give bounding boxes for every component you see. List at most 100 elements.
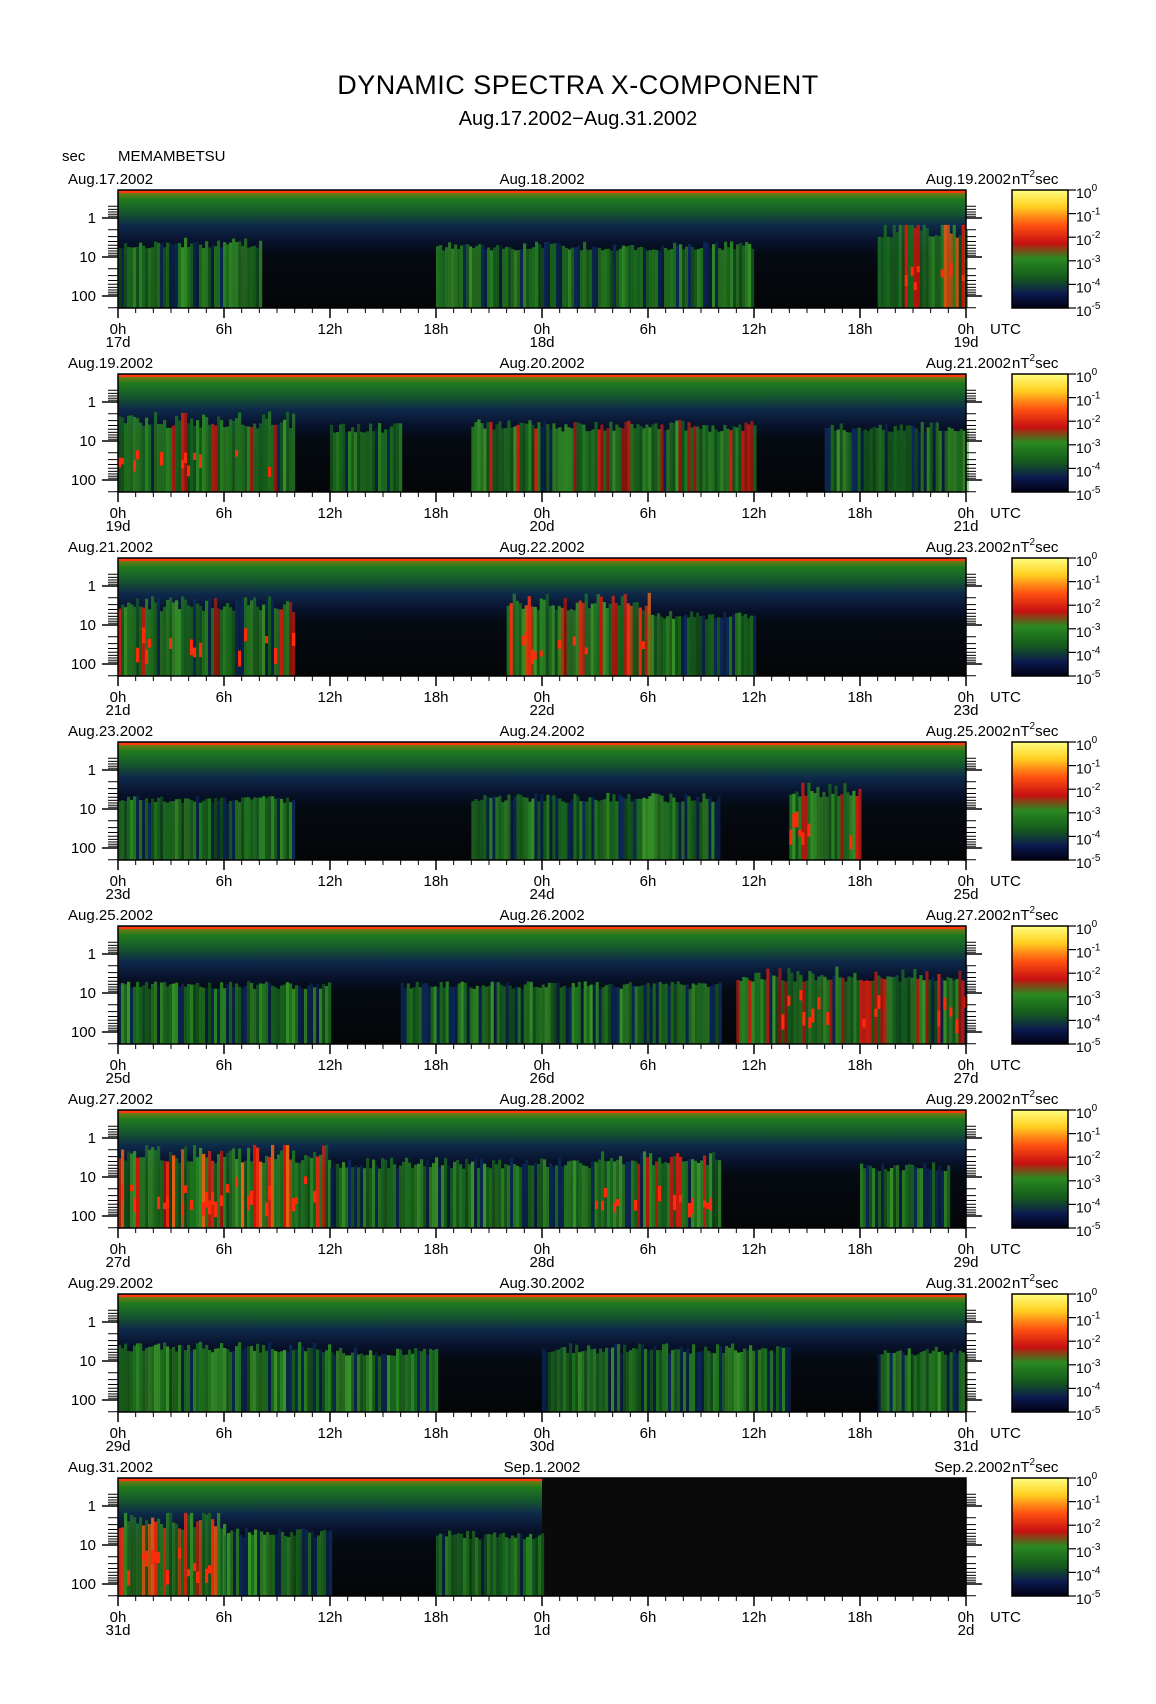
activity-burst [824, 421, 969, 492]
colorbar-tick-label: 10-4 [1076, 1013, 1101, 1031]
activity-burst [789, 782, 862, 860]
spectrum-panel: Aug.31.2002 Sep.1.2002 Sep.2.2002 nT2sec 1 10… [68, 1457, 1101, 1639]
colorbar-tick-label: 10-2 [1076, 782, 1101, 800]
x-tick-label: 0h [958, 1057, 975, 1074]
x-tick-label: 0h [110, 505, 127, 522]
y-tick-label: 10 [79, 801, 96, 818]
colorbar-tick-label: 100 [1076, 551, 1098, 569]
colorbar: 100 10-1 10-2 10-3 10-4 10-5 [1011, 551, 1101, 687]
panel-date-right: Aug.25.2002 [926, 723, 1011, 740]
x-tick-label: 0h [110, 873, 127, 890]
colorbar-unit: nT2sec [1012, 1457, 1059, 1476]
x-tick-label: 0h [958, 689, 975, 706]
spectrum-panel: Aug.27.2002 Aug.28.2002 Aug.29.2002 nT2sec1… [68, 1089, 1101, 1271]
x-tick-label: 6h [216, 321, 233, 338]
panel-date-mid: Aug.28.2002 [499, 1091, 584, 1108]
x-tick-label: 12h [317, 1057, 342, 1074]
colorbar-tick-label: 10-5 [1076, 853, 1101, 871]
x-tick-label: 12h [317, 1425, 342, 1442]
y-tick-label: 10 [79, 617, 96, 634]
chart-title: DYNAMIC SPECTRA X-COMPONENT [337, 70, 819, 100]
y-tick-label: 10 [79, 433, 96, 450]
y-tick-label: 100 [71, 1392, 96, 1409]
day-label: 27d [105, 1254, 130, 1271]
colorbar-unit: nT2sec [1012, 1273, 1059, 1292]
panel-date-right: Sep.2.2002 [934, 1459, 1011, 1476]
y-tick-label: 1 [88, 578, 96, 595]
colorbar: 100 10-1 10-2 10-3 10-4 10-5 [1011, 183, 1101, 319]
panel-date-mid: Aug.18.2002 [499, 171, 584, 188]
x-tick-label: 6h [640, 873, 657, 890]
colorbar-tick-label: 10-2 [1076, 1150, 1101, 1168]
panel-date-right: Aug.23.2002 [926, 539, 1011, 556]
colorbar-tick-label: 10-5 [1076, 1037, 1101, 1055]
colorbar-tick-label: 10-3 [1076, 806, 1101, 824]
x-tick-label: 6h [640, 505, 657, 522]
x-tick-label: 12h [317, 873, 342, 890]
x-tick-label: 18h [847, 873, 872, 890]
x-tick-label: 0h [534, 321, 551, 338]
colorbar: 100 10-1 10-2 10-3 10-4 10-5 [1011, 1471, 1101, 1607]
panel-date-mid: Sep.1.2002 [504, 1459, 581, 1476]
x-tick-label: 18h [423, 321, 448, 338]
colorbar-tick-label: 10-2 [1076, 414, 1101, 432]
colorbar-unit: nT2sec [1012, 905, 1059, 924]
y-tick-label: 100 [71, 288, 96, 305]
x-tick-label: 18h [847, 1241, 872, 1258]
day-label: 19d [953, 334, 978, 351]
y-tick-label: 100 [71, 1208, 96, 1225]
activity-burst [330, 1157, 598, 1228]
day-label: 17d [105, 334, 130, 351]
activity-burst [224, 1527, 333, 1596]
y-tick-label: 10 [79, 1537, 96, 1554]
y-tick-label: 10 [79, 1353, 96, 1370]
colorbar-tick-label: 10-2 [1076, 966, 1101, 984]
y-tick-label: 100 [71, 472, 96, 489]
y-tick-label: 1 [88, 1130, 96, 1147]
day-label: 1d [534, 1622, 551, 1639]
panel-date-mid: Aug.30.2002 [499, 1275, 584, 1292]
activity-burst [118, 981, 332, 1044]
colorbar: 100 10-1 10-2 10-3 10-4 10-5 [1011, 367, 1101, 503]
colorbar-tick-label: 10-3 [1076, 1358, 1101, 1376]
x-tick-label: 18h [423, 1057, 448, 1074]
colorbar-unit: nT2sec [1012, 1089, 1059, 1108]
colorbar-tick-label: 10-4 [1076, 277, 1101, 295]
utc-label: UTC [990, 1425, 1021, 1442]
activity-burst [330, 1347, 439, 1412]
y-tick-label: 1 [88, 762, 96, 779]
x-tick-label: 0h [534, 505, 551, 522]
utc-label: UTC [990, 873, 1021, 890]
x-tick-label: 12h [741, 873, 766, 890]
colorbar-tick-label: 100 [1076, 367, 1098, 385]
panel-date-right: Aug.29.2002 [926, 1091, 1011, 1108]
day-label: 19d [105, 518, 130, 535]
y-tick-label: 1 [88, 946, 96, 963]
colorbar-tick-label: 10-5 [1076, 1221, 1101, 1239]
panel-date-left: Aug.31.2002 [68, 1459, 153, 1476]
colorbar-tick-label: 100 [1076, 183, 1098, 201]
day-label: 29d [105, 1438, 130, 1455]
colorbar-unit: nT2sec [1012, 721, 1059, 740]
day-label: 21d [105, 702, 130, 719]
activity-burst [542, 1343, 792, 1412]
x-tick-label: 6h [216, 1425, 233, 1442]
x-tick-label: 6h [640, 1425, 657, 1442]
colorbar-tick-label: 100 [1076, 919, 1098, 937]
panel-date-left: Aug.25.2002 [68, 907, 153, 924]
panel-date-mid: Aug.26.2002 [499, 907, 584, 924]
chart-subtitle: Aug.17.2002−Aug.31.2002 [458, 108, 698, 130]
day-label: 23d [953, 702, 978, 719]
x-tick-label: 0h [110, 1609, 127, 1626]
day-label: 29d [953, 1254, 978, 1271]
x-tick-label: 0h [534, 689, 551, 706]
colorbar-tick-label: 100 [1076, 1471, 1098, 1489]
y-tick-label: 1 [88, 1314, 96, 1331]
x-tick-label: 12h [741, 1425, 766, 1442]
y-tick-label: 10 [79, 985, 96, 1002]
spectrum-panel: Aug.25.2002 Aug.26.2002 Aug.27.2002 nT2sec1… [68, 905, 1101, 1087]
x-tick-label: 6h [216, 689, 233, 706]
day-label: 31d [953, 1438, 978, 1455]
x-tick-label: 18h [847, 505, 872, 522]
x-tick-label: 12h [317, 505, 342, 522]
